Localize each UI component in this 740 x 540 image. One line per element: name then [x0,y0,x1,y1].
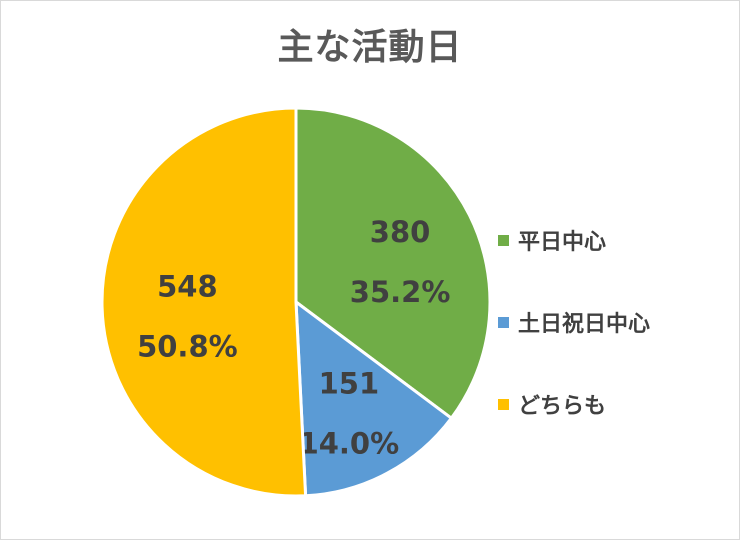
data-label-percent-weekday: 35.2% [350,275,451,309]
legend-item-both: どちらも [498,384,606,424]
legend-label-weekday: 平日中心 [518,230,607,255]
legend-swatch-weekend-holiday [498,316,509,328]
data-label-value-both: 548 [157,270,218,304]
data-label-percent-both: 50.8% [137,330,238,364]
legend-label-both: どちらも [518,394,607,419]
data-label-value-weekday: 380 [370,215,431,249]
slice-weekday [294,106,492,420]
slice-weekend-holiday [294,300,453,498]
legend-label-weekend-holiday: 土日祝日中心 [518,312,651,337]
data-label-value-weekend-holiday: 151 [319,366,380,400]
legend-item-weekday: 平日中心 [498,220,606,260]
chart-title: 主な活動日 [277,27,463,68]
legend-swatch-weekday [498,234,509,246]
data-label-percent-weekend-holiday: 14.0% [299,426,400,460]
legend-item-weekend-holiday: 土日祝日中心 [498,302,650,342]
legend-swatch-both [498,398,509,410]
slice-both [100,106,308,498]
